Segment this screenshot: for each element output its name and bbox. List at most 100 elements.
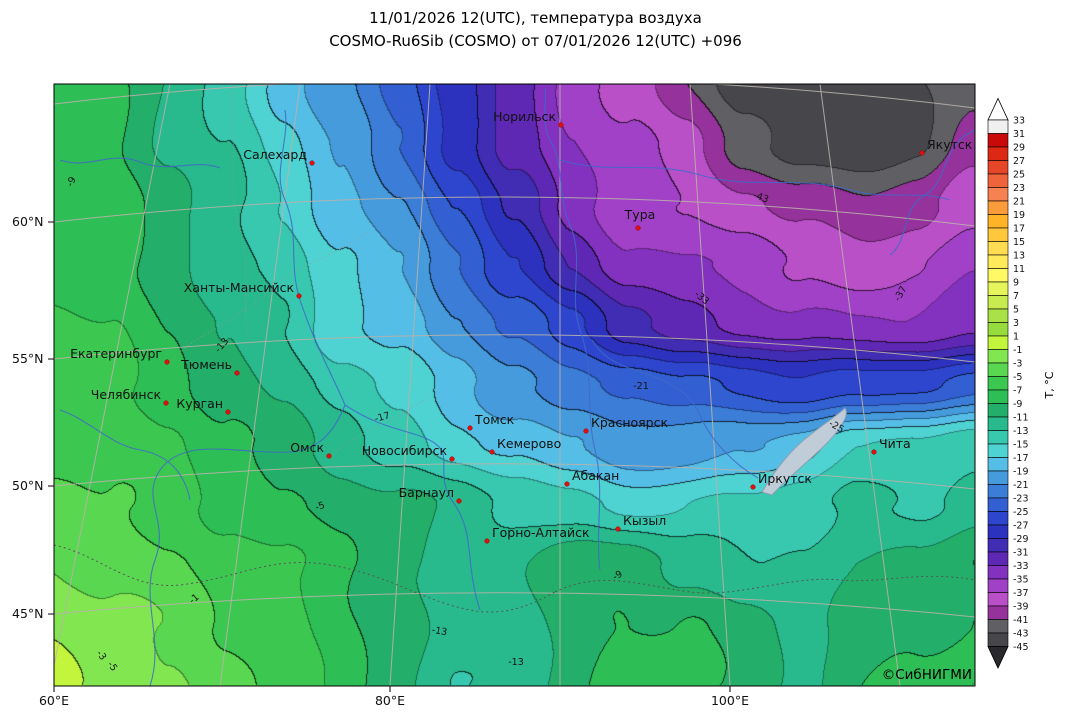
colorbar-segment — [987, 511, 1009, 526]
colorbar-tick-label: -45 — [1013, 642, 1029, 653]
contour-label: -33 — [692, 289, 711, 307]
city-label: Новосибирск — [362, 443, 448, 458]
colorbar-tick-label: -37 — [1013, 588, 1029, 599]
city-dot — [871, 449, 877, 455]
colorbar-tick-label: -19 — [1013, 467, 1029, 478]
city-label: Томск — [474, 412, 515, 427]
colorbar-segment — [987, 430, 1009, 445]
city-dot — [467, 425, 473, 431]
city-label: Омск — [290, 440, 324, 455]
city-dot — [309, 160, 315, 166]
credit-text: ©СибНИГМИ — [882, 667, 972, 683]
meridian-110e — [819, 84, 901, 686]
colorbar-tick-label: -7 — [1013, 386, 1022, 397]
city-label: Тюмень — [180, 357, 232, 372]
colorbar-segment — [987, 538, 1009, 553]
colorbar: 33312927252321191715131197531-1-3-5-7-9-… — [987, 97, 1029, 669]
colorbar-segment — [987, 173, 1009, 188]
city-dot — [296, 293, 302, 299]
colorbar-top-arrow — [987, 97, 1009, 121]
colorbar-tick-label: 27 — [1013, 156, 1025, 167]
y-tick-label: 50°N — [12, 478, 44, 493]
colorbar-tick-label: -35 — [1013, 575, 1029, 586]
colorbar-tick-label: -13 — [1013, 426, 1029, 437]
colorbar-tick-label: 33 — [1013, 116, 1025, 127]
colorbar-tick-label: -21 — [1013, 480, 1029, 491]
city-label: Кемерово — [497, 436, 561, 451]
y-tick-label: 60°N — [12, 214, 44, 229]
parallel-55n — [54, 334, 975, 363]
contour-label: -43 — [752, 190, 770, 206]
city-label: Курган — [176, 396, 223, 411]
map-frame — [53, 83, 976, 687]
colorbar-segment — [987, 605, 1009, 620]
city-label: Норильск — [493, 109, 556, 124]
city-dot — [456, 498, 462, 504]
contour-label: -1 — [187, 592, 201, 607]
colorbar-segment — [987, 416, 1009, 431]
contour-label: -17 — [373, 410, 391, 425]
colorbar-segment — [987, 214, 1009, 229]
river-tobol — [59, 409, 191, 501]
colorbar-segment — [987, 524, 1009, 539]
colorbar-tick-label: 31 — [1013, 129, 1025, 140]
colorbar-segment — [987, 362, 1009, 377]
colorbar-segment — [987, 254, 1009, 269]
colorbar-unit-label: Т, °С — [1043, 371, 1056, 399]
colorbar-tick-label: -43 — [1013, 629, 1029, 640]
city-dot — [583, 428, 589, 434]
lake-baikal — [761, 407, 847, 496]
colorbar-segment — [987, 349, 1009, 364]
city-label: Чита — [879, 436, 911, 451]
city-dot — [558, 122, 564, 128]
graticule-layer — [54, 84, 975, 686]
colorbar-tick-label: -39 — [1013, 602, 1029, 613]
meridian-100e — [689, 84, 731, 686]
colorbar-segment — [987, 619, 1009, 634]
city-label: Тура — [624, 207, 656, 222]
colorbar-segment — [987, 484, 1009, 499]
colorbar-segment — [987, 470, 1009, 485]
colorbar-segment — [987, 403, 1009, 418]
y-axis: 60°N 55°N 50°N 45°N — [12, 214, 54, 621]
river-angara — [591, 339, 759, 479]
city-label: Красноярск — [591, 415, 668, 430]
colorbar-tick-label: -41 — [1013, 615, 1029, 626]
colorbar-segment — [987, 322, 1009, 337]
contour-labels-layer: -9-13-17-21-25-37-33-43-5-1-3-5-9-13-13 — [65, 175, 910, 673]
colorbar-segment — [987, 281, 1009, 296]
colorbar-segment — [987, 187, 1009, 202]
title-line-1: 11/01/2026 12(UTC), температура воздуха — [369, 9, 702, 27]
colorbar-segment — [987, 443, 1009, 458]
city-dot — [564, 481, 570, 487]
city-label: Челябинск — [91, 387, 162, 402]
colorbar-tick-label: -25 — [1013, 507, 1029, 518]
rivers-layer — [59, 87, 975, 686]
city-dot — [484, 538, 490, 544]
colorbar-tick-label: -33 — [1013, 561, 1029, 572]
colorbar-tick-label: 25 — [1013, 170, 1025, 181]
river-irtysh — [149, 404, 346, 686]
colorbar-tick-label: 11 — [1013, 264, 1025, 275]
city-label: Барнаул — [399, 485, 454, 500]
contour-label: -9 — [65, 175, 79, 188]
x-tick-label: 100°E — [711, 693, 749, 708]
parallel-45n — [54, 592, 975, 618]
colorbar-segment — [987, 457, 1009, 472]
contour-label: -5 — [314, 500, 327, 514]
colorbar-segment — [987, 295, 1009, 310]
colorbar-tick-label: 7 — [1013, 291, 1019, 302]
colorbar-tick-label: -23 — [1013, 494, 1029, 505]
contour-label: -37 — [892, 284, 909, 303]
colorbar-segment — [987, 308, 1009, 323]
parallel-65n — [54, 84, 975, 109]
colorbar-segment — [987, 146, 1009, 161]
colorbar-segment — [987, 119, 1009, 134]
colorbar-segment — [987, 578, 1009, 593]
contour-label: -9 — [611, 569, 625, 583]
colorbar-segment — [987, 592, 1009, 607]
city-label: Горно-Алтайск — [492, 525, 590, 540]
contour-label: -3 — [94, 649, 108, 663]
contour-label: -13 — [213, 336, 231, 355]
